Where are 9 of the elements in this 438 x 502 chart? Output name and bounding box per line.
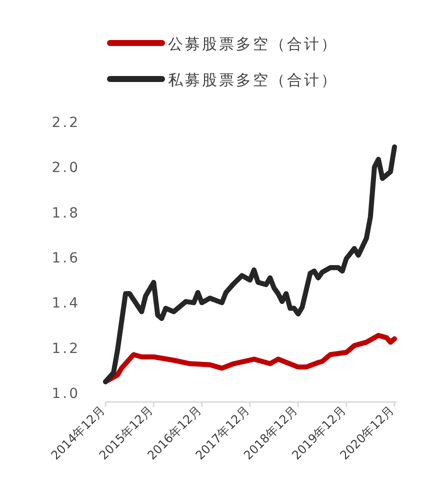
- y-tick-label: 1.0: [52, 386, 80, 402]
- legend-label: 公募股票多空（合计）: [168, 35, 338, 53]
- y-tick-label: 2.0: [52, 160, 80, 176]
- legend-label: 私募股票多空（合计）: [168, 71, 338, 89]
- y-tick-label: 1.4: [52, 296, 80, 312]
- y-tick-label: 2.2: [52, 115, 80, 131]
- y-tick-label: 1.8: [52, 205, 80, 222]
- y-tick-label: 1.6: [52, 250, 80, 266]
- y-tick-label: 1.2: [52, 340, 80, 357]
